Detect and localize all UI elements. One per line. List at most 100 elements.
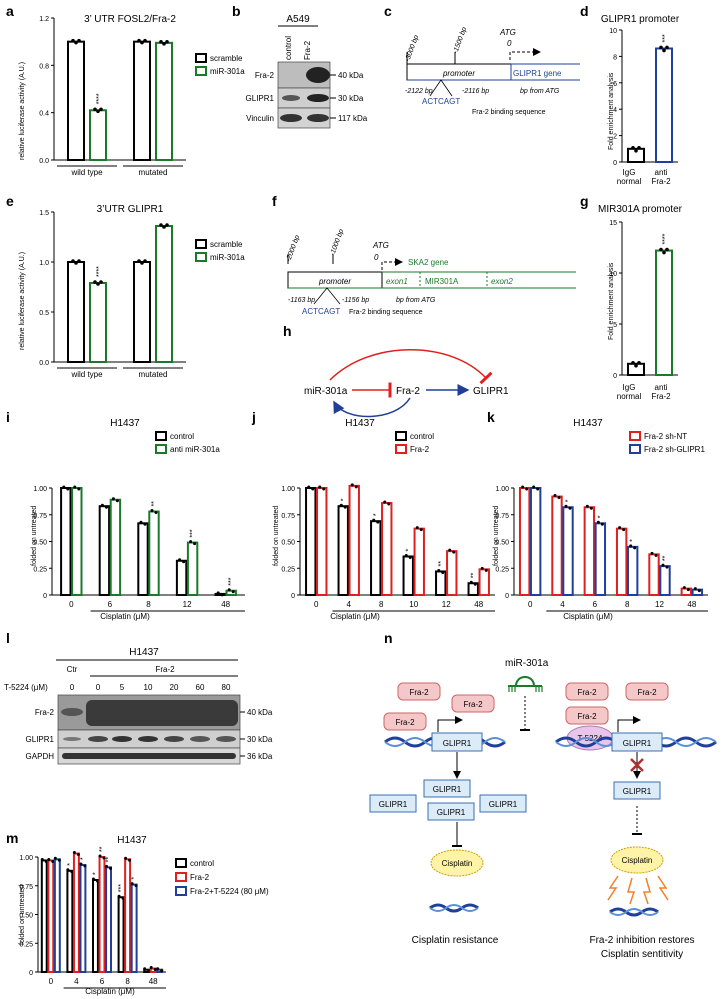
point-j [322, 487, 326, 491]
y-tick-label-a: 0.0 [39, 158, 49, 165]
y-tick-label-j: 0.50 [281, 540, 295, 547]
blot-l-row-fra2: Fra-2 [35, 708, 55, 717]
blot-b-lane-control: control [284, 36, 293, 60]
c-promoter-label: promoter [442, 69, 475, 78]
legend-a-mir: miR-301a [210, 67, 245, 76]
point-i [150, 509, 154, 513]
point-k [521, 485, 525, 489]
point-m [57, 858, 61, 862]
point-m [105, 864, 109, 868]
point-m [95, 879, 99, 883]
bar-m-2-2 [105, 866, 112, 973]
x-tick-label-k: 12 [655, 600, 664, 609]
y-tick-label-a: 0.8 [39, 63, 49, 70]
panel-label-n: n [384, 630, 393, 646]
point-j [387, 502, 391, 506]
point-m [76, 853, 80, 857]
point-d [634, 149, 638, 153]
y-tick-label-g: 5 [613, 322, 617, 329]
c-site: Fra-2 binding sequence [472, 109, 546, 116]
point-a [96, 109, 100, 114]
f-gene-label: SKA2 gene [408, 258, 449, 267]
bar-i-4-1 [225, 589, 237, 596]
bar-e-0-1 [89, 282, 107, 363]
point-i [73, 485, 77, 489]
sig-j: ** [438, 561, 445, 567]
point-g [631, 360, 635, 365]
bar-a-0-1 [89, 109, 107, 162]
panel-label-m: m [6, 830, 18, 846]
bar-j-5-0 [467, 582, 479, 596]
point-d [631, 146, 635, 150]
sig-a: **** [96, 93, 103, 104]
point-m [121, 896, 125, 900]
point-j [339, 503, 343, 507]
point-i [220, 593, 224, 597]
legend-e-scramble: scramble [210, 240, 243, 249]
y-tick-label-d: 4 [613, 107, 617, 114]
sig-m: ** [99, 846, 106, 852]
point-e [137, 259, 141, 263]
cat-g-2b: Fra-2 [651, 392, 671, 401]
point-i [178, 558, 182, 562]
y-tick-label-i: 0.75 [33, 513, 47, 520]
x-tick-label-m: 6 [100, 977, 105, 986]
sig-i: *** [190, 529, 197, 537]
chart-e: 0.0 0.5 1.0 1.5 wild type mutated **** [39, 210, 186, 379]
n-right-fra2-3-text: Fra-2 [577, 712, 597, 721]
point-j [415, 526, 419, 530]
y-tick-label-k: 0.75 [495, 513, 509, 520]
x-tick-label-e: wild type [70, 370, 103, 379]
point-m [143, 967, 147, 971]
sig-m: * [131, 877, 138, 880]
x-tick-label-e: mutated [139, 370, 168, 379]
n-left-cisplatin [430, 849, 484, 877]
chart-i: 0 0.25 0.50 0.75 1.00 0 6 ** 8 *** 12 *** 48 [33, 485, 245, 612]
legend-swatch-m-t5224 [175, 886, 187, 896]
point-k [557, 496, 561, 500]
point-m [160, 969, 164, 973]
bar-m-0-2 [53, 858, 61, 973]
legend-swatch-e-scramble [195, 239, 207, 249]
x-tick-label-k: 0 [528, 600, 533, 609]
y-axis-label-k: folded on untreated [493, 506, 500, 566]
point-k [589, 506, 593, 510]
n-right-fra2-1-text: Fra-2 [577, 688, 597, 697]
bar-k-2-0 [583, 506, 596, 597]
point-k [525, 487, 529, 491]
point-i [216, 591, 220, 595]
blot-b-kda-117: 117 kDa [338, 114, 368, 123]
sig-j: ** [470, 573, 477, 579]
point-a [71, 38, 75, 43]
bar-k-0-1 [529, 487, 542, 596]
legend-m-t5224: Fra-2+T-5224 (80 μM) [190, 887, 269, 896]
sig-k: * [630, 539, 637, 542]
sig-m: * [80, 857, 87, 860]
y-tick-label-m: 1.00 [19, 855, 33, 862]
cat-d-2b: Fra-2 [651, 177, 671, 186]
chart-title-j: H1437 [345, 418, 375, 429]
point-e [99, 280, 103, 284]
point-m [79, 862, 83, 866]
bar-i-1-0 [98, 505, 111, 596]
chart-title-d: GLIPR1 promoter [601, 14, 680, 25]
point-m [134, 884, 138, 888]
point-j [484, 568, 488, 572]
chart-title-i: H1437 [110, 418, 140, 429]
f-zero: 0 [374, 253, 379, 262]
blot-b-row-glipr1: GLIPR1 [246, 94, 275, 103]
f-exon1: exon1 [386, 277, 408, 286]
c-tick-1500: -1500 bp [452, 26, 468, 54]
point-a [159, 40, 163, 44]
bar-k-4-0 [648, 553, 660, 597]
n-left-glipr1-d-text: GLIPR1 [437, 808, 466, 817]
point-m [128, 858, 132, 862]
blot-l-row-gapdh: GAPDH [26, 752, 55, 761]
blot-l-dose-0: 0 [70, 683, 75, 692]
network-h: miR-301a Fra-2 GLIPR1 [304, 349, 509, 418]
bar-i-0-0 [60, 487, 72, 596]
sig-j: * [340, 498, 347, 501]
point-e [96, 282, 100, 286]
bar-i-1-1 [109, 498, 122, 596]
legend-swatch-i-anti [155, 444, 167, 454]
